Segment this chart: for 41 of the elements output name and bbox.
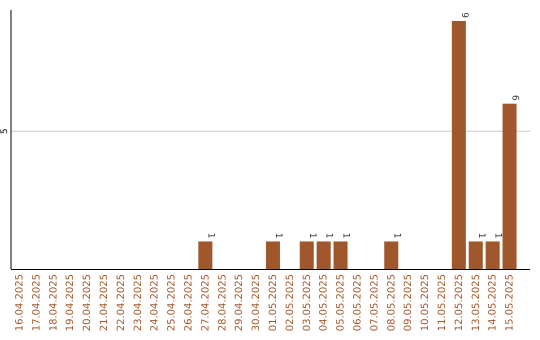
x-tick-label: 01.05.2025	[268, 274, 279, 332]
x-tick-label: 07.05.2025	[369, 274, 380, 332]
x-tick-label: 30.04.2025	[251, 274, 262, 332]
x-tick-label: 24.04.2025	[150, 274, 161, 332]
data-label: 1	[476, 232, 486, 238]
x-tick-label: 27.04.2025	[200, 274, 212, 332]
data-label: 1	[324, 232, 334, 238]
x-tick-label: 13.05.2025	[470, 274, 482, 332]
data-label: 9	[458, 12, 469, 18]
x-tick-label: 18.04.2025	[48, 274, 60, 332]
x-tick-label: 21.04.2025	[98, 274, 110, 332]
x-tick-label: 15.05.2025	[504, 274, 516, 332]
x-tick-label: 12.05.2025	[454, 274, 465, 332]
data-label: 1	[391, 232, 402, 238]
y-tick-label: 5	[0, 128, 10, 134]
x-tick-label: 19.04.2025	[65, 274, 76, 332]
x-tick-label: 11.05.2025	[436, 274, 448, 332]
data-label: 1	[340, 232, 351, 238]
data-label: 6	[510, 94, 520, 101]
x-tick-label: 05.05.2025	[336, 274, 347, 332]
x-tick-label: 02.05.2025	[284, 274, 296, 332]
x-tick-label: 16.04.2025	[14, 274, 26, 332]
x-tick-label: 08.05.2025	[386, 274, 398, 332]
data-label: 1	[272, 232, 283, 238]
x-tick-label: 29.04.2025	[234, 274, 246, 332]
data-label: 1	[205, 232, 216, 238]
data-label: 1	[306, 232, 317, 238]
x-tick-label: 14.05.2025	[488, 274, 499, 332]
x-tick-label: 06.05.2025	[352, 274, 364, 332]
x-tick-label: 17.04.2025	[31, 274, 42, 332]
x-tick-label: 23.04.2025	[132, 274, 144, 332]
x-tick-label: 09.05.2025	[403, 274, 414, 332]
x-tick-label: 25.04.2025	[166, 274, 178, 332]
x-tick-label: 20.04.2025	[82, 274, 94, 332]
x-tick-label: 26.04.2025	[183, 274, 194, 332]
x-tick-label: 28.04.2025	[217, 274, 228, 332]
x-tick-label: 04.05.2025	[318, 274, 330, 332]
data-label: 1	[492, 232, 503, 238]
x-tick-label: 03.05.2025	[302, 274, 313, 332]
x-tick-label: 10.05.2025	[420, 274, 432, 332]
x-tick-label: 22.04.2025	[116, 274, 127, 332]
